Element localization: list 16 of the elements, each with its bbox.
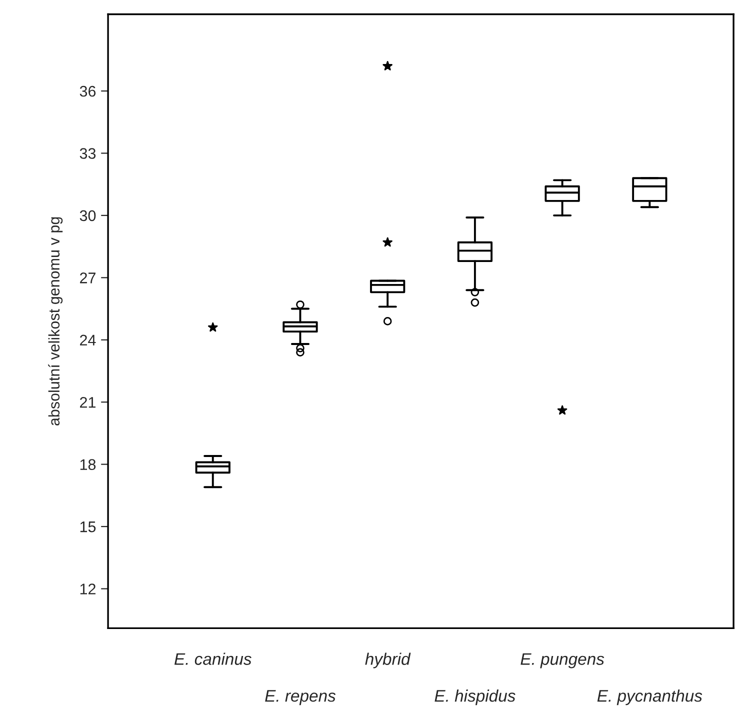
x-tick-label: E. repens <box>265 690 336 706</box>
y-axis-title: absolutní velikost genomu v pg <box>48 217 63 426</box>
y-tick-label: 33 <box>80 148 96 159</box>
y-tick-label: 36 <box>80 86 96 97</box>
y-tick-label: 24 <box>80 334 96 346</box>
y-tick-label: 30 <box>80 210 96 222</box>
y-tick-label: 18 <box>80 459 96 470</box>
y-tick-label: 21 <box>80 396 96 408</box>
x-tick-label: E. caninus <box>174 652 252 665</box>
y-tick-label: 12 <box>80 584 96 594</box>
x-tick-label: E. pycnanthus <box>597 690 702 706</box>
x-tick-label: E. hispidus <box>434 690 516 706</box>
y-tick-label: 15 <box>80 522 96 532</box>
x-tick-label: hybrid <box>365 652 411 668</box>
x-tick-label: E. pungens <box>520 653 604 668</box>
y-tick-label: 27 <box>80 272 96 284</box>
